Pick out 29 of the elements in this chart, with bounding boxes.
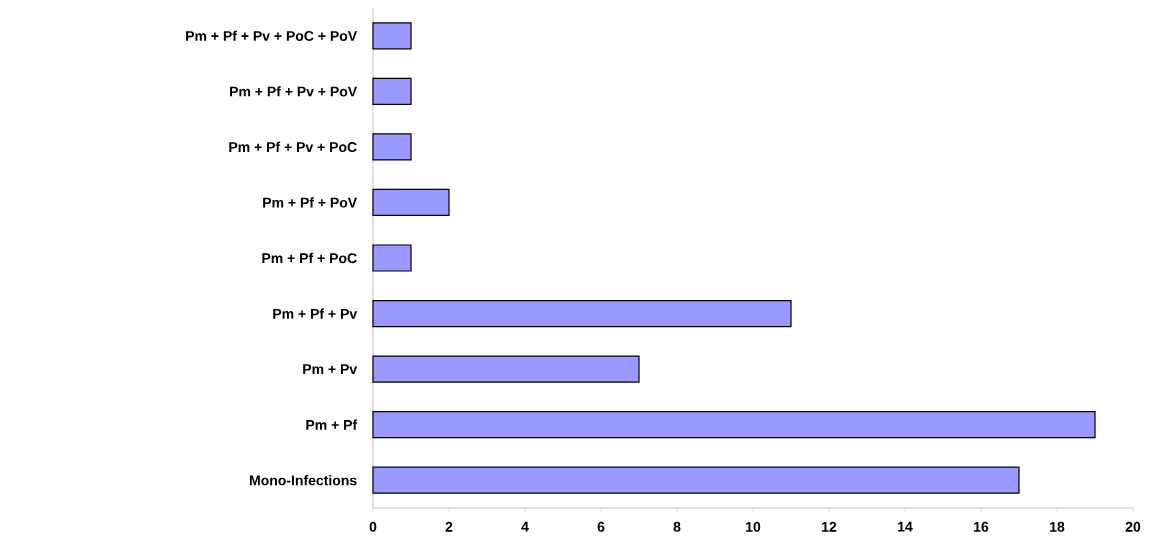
x-tick-label: 20 [1125,521,1141,532]
x-tick-label: 16 [974,521,989,532]
y-tick-label: Pm + Pf [306,419,358,430]
bar [372,299,792,328]
y-tick-label: Pm + Pf + Pv [273,308,358,319]
bar [372,411,1096,439]
bar [372,466,1020,494]
x-tick-label: 14 [898,521,913,532]
x-tick-label: 0 [369,521,377,532]
x-tick-label: 2 [445,521,453,532]
x-tick-label: 6 [597,521,605,532]
x-tick-label: 4 [521,521,529,532]
x-tick-label: 8 [673,521,681,532]
y-tick-label: Pm + Pf + PoC [262,252,357,264]
y-tick-label: Mono-Infections [249,475,357,486]
bar [372,188,450,217]
y-tick-label: Pm + Pf + Pv + PoV [230,86,358,97]
bar [372,244,412,272]
bar [372,22,412,50]
bar [372,77,412,105]
y-tick-label: Pm + Pf + Pv + PoC + PoV [186,30,358,41]
x-tick-label: 18 [1050,521,1065,532]
y-tick-label: Pm + Pv [303,364,358,374]
y-tick-label: Pm + Pf + Pv + PoC [229,141,357,153]
x-tick-label: 10 [746,521,761,532]
bar [372,133,412,161]
y-tick-label: Pm + Pf + PoV [263,197,358,208]
bar [372,355,640,383]
x-tick-label: 12 [822,521,837,532]
